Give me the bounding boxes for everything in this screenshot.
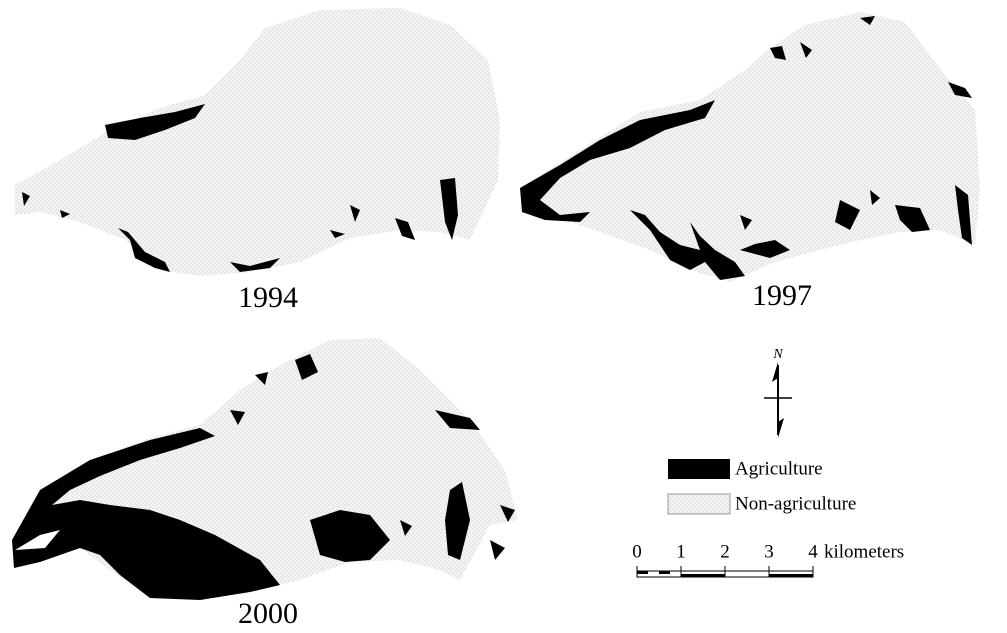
map-label: 2000: [238, 597, 298, 630]
map-2000: [12, 338, 518, 600]
non-agriculture-area: [15, 8, 500, 276]
map-label: 1997: [752, 279, 812, 312]
legend-label: Non-agriculture: [735, 493, 856, 514]
legend-swatch: [668, 459, 730, 479]
legend-swatch: [668, 494, 730, 514]
scale-bar: 0 1 2 3 4 kilometers: [632, 541, 904, 577]
scale-label: 2: [720, 541, 730, 562]
figure: 1994 1997 2000 N Agriculture Non-agricul…: [0, 0, 1007, 633]
north-arrow: N: [764, 347, 792, 438]
map-1997: [520, 12, 980, 282]
legend: Agriculture Non-agriculture: [668, 458, 856, 514]
legend-label: Agriculture: [735, 458, 823, 479]
scale-unit: kilometers: [824, 541, 904, 562]
scale-label: 0: [632, 541, 642, 562]
map-label: 1994: [238, 281, 298, 314]
scale-label: 1: [676, 541, 686, 562]
scale-label: 4: [808, 541, 818, 562]
north-label: N: [772, 347, 783, 362]
scale-label: 3: [764, 541, 774, 562]
map-1994: [15, 8, 500, 276]
